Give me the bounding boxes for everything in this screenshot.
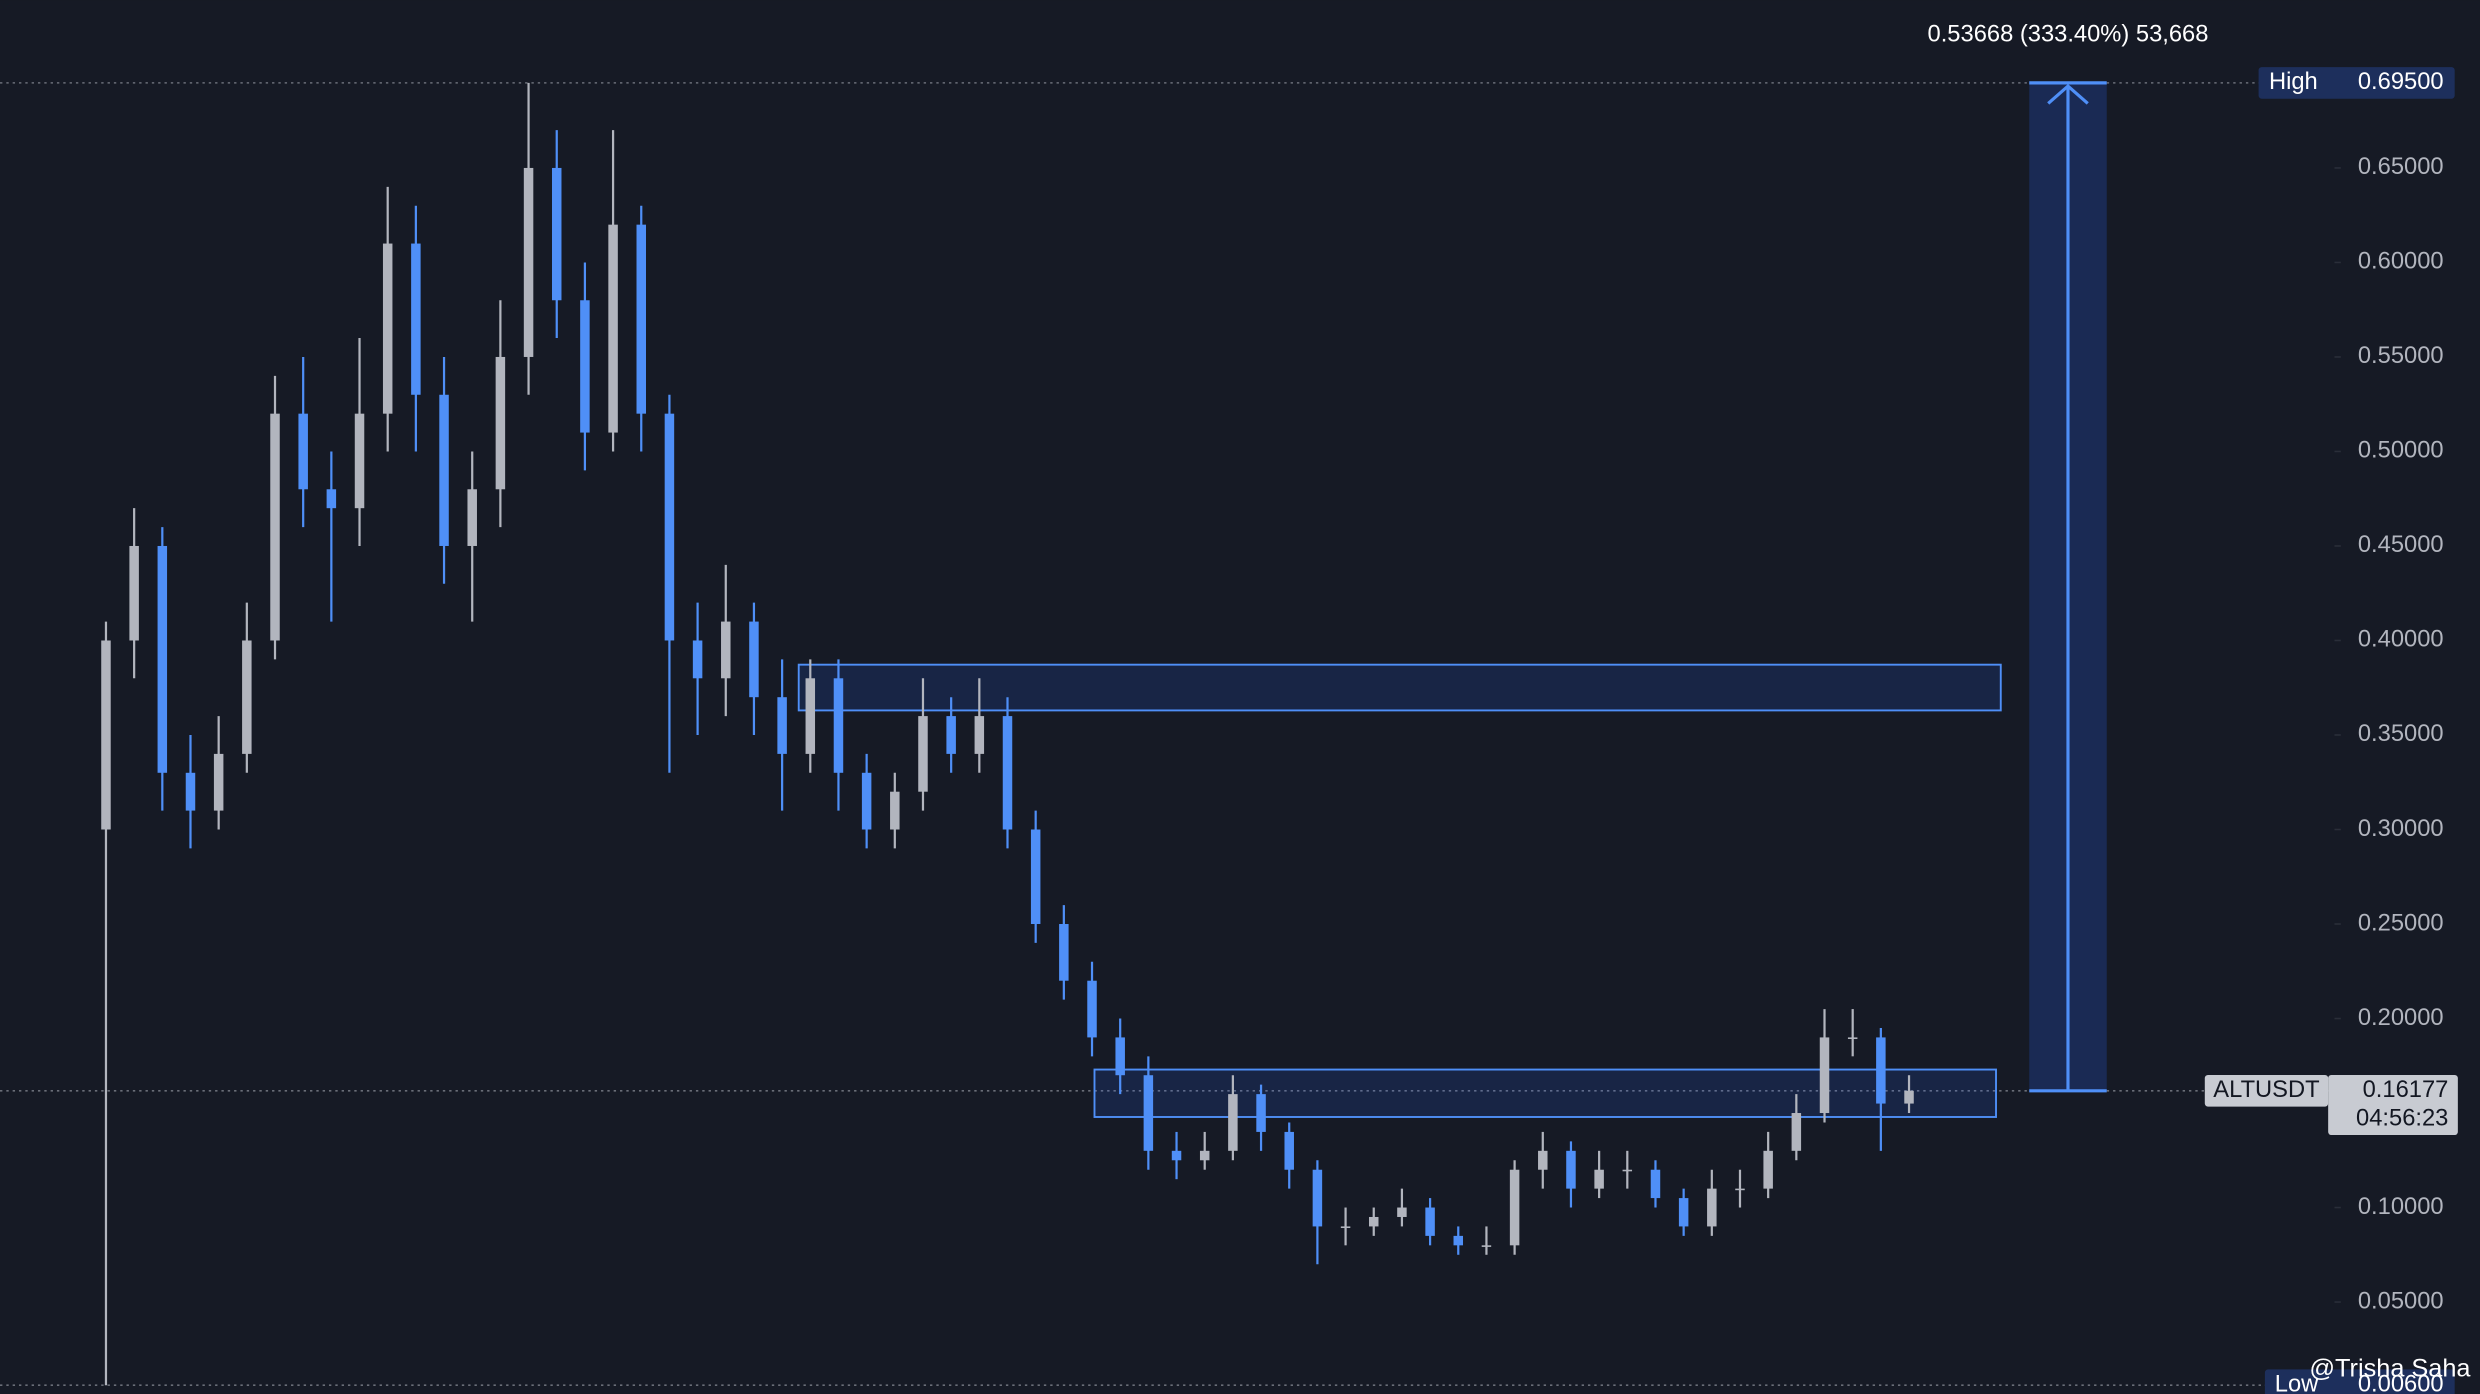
y-tick-label: 0.25000 [2358,910,2444,936]
y-tick-label: 0.10000 [2358,1194,2444,1220]
candle-body [185,772,196,811]
candle-body [326,489,337,509]
candle-body [1876,1037,1886,1104]
candle-body [1425,1207,1435,1236]
candle-body [1678,1198,1689,1227]
candle-body [1509,1169,1520,1246]
candle-body [1594,1169,1604,1189]
candle-body [1707,1188,1717,1227]
candle-body [1312,1169,1323,1227]
candle-body [1087,980,1097,1038]
candle-body [636,224,646,414]
zone [797,663,2002,712]
candle-body [1228,1094,1238,1151]
candle-body [270,413,280,641]
candle-body [1059,924,1069,981]
candle-body [861,772,872,830]
candle-body [1819,1037,1830,1114]
candle-body [805,678,816,754]
measure-arrowhead [2047,83,2089,105]
price-tag-bg [2328,1074,2458,1136]
low-tag-value: 0.00600 [2358,1371,2444,1394]
candle-body [1453,1235,1464,1246]
candle-body [1030,829,1041,925]
candle-body [974,716,985,754]
candle-body [523,167,534,357]
candle-body [213,753,224,811]
y-tick-label: 0.65000 [2358,154,2444,180]
zone [1093,1068,1997,1118]
candle-body [1538,1150,1548,1170]
candle-body [918,716,928,792]
low-tag-label: Low [2275,1371,2319,1394]
candle-body [1284,1131,1294,1170]
candle-body [946,716,956,754]
candle-body [1143,1075,1154,1151]
candle-body [1397,1207,1407,1217]
symbol-tag: ALTUSDT [2213,1077,2319,1103]
candle-body [1650,1169,1661,1199]
y-tick-label: 0.60000 [2358,249,2444,275]
candle-body [777,697,787,754]
candle-body [1566,1150,1576,1189]
candle-body [692,640,703,679]
candle-body [1002,716,1013,830]
candle-body [242,640,252,754]
candle-body [551,167,562,301]
candle-body [1199,1150,1210,1161]
candle-body [1256,1094,1266,1132]
candle-body [439,394,449,546]
symbol-tag-bg [2204,1074,2329,1107]
y-tick-label: 0.30000 [2358,816,2444,842]
measure-label: 0.53668 (333.40%) 53,668 [1928,21,2209,47]
candle-body [467,489,477,546]
y-tick-label: 0.55000 [2358,343,2444,369]
candle-body [664,413,675,641]
y-tick-label: 0.35000 [2358,721,2444,747]
y-tick-label: 0.45000 [2358,532,2444,558]
candle-body [1763,1150,1773,1189]
candle-body [298,413,308,490]
candle-body [1904,1090,1914,1104]
candle-body [129,545,139,641]
candle-body [890,791,900,830]
high-tag-label: High [2269,69,2318,95]
price-tag-value: 0.16177 [2363,1077,2449,1103]
candle-body [1622,1169,1633,1172]
y-tick-label: 0.05000 [2358,1288,2444,1314]
candle-body [157,545,168,773]
candle-body [1369,1216,1379,1227]
watermark: @Trisha Saha [2309,1355,2471,1383]
candle-body [101,640,111,830]
candle-body [1171,1150,1182,1161]
candle-body [1481,1245,1492,1247]
candle-body [495,356,506,490]
candle-body [1115,1037,1125,1076]
candle-body [721,621,731,679]
candle-body [1847,1037,1858,1039]
candle-body [833,678,844,773]
candle-body [411,243,421,395]
y-tick-label: 0.40000 [2358,627,2444,653]
y-tick-label: 0.50000 [2358,438,2444,464]
candle-body [1791,1113,1802,1151]
price-tag-countdown: 04:56:23 [2356,1106,2448,1132]
y-tick-label: 0.20000 [2358,1005,2444,1031]
candle-body [1735,1188,1745,1191]
candle-body [1340,1226,1351,1229]
candle-body [749,621,759,698]
high-tag-value: 0.69500 [2358,69,2444,95]
high-tag-bg [2258,67,2455,99]
low-tag-bg [2264,1369,2455,1394]
candle-body [608,224,618,433]
candle-body [580,300,590,433]
candle-body [382,243,393,414]
candle-body [354,413,365,509]
